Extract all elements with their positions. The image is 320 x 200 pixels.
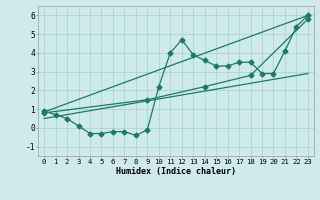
X-axis label: Humidex (Indice chaleur): Humidex (Indice chaleur) <box>116 167 236 176</box>
